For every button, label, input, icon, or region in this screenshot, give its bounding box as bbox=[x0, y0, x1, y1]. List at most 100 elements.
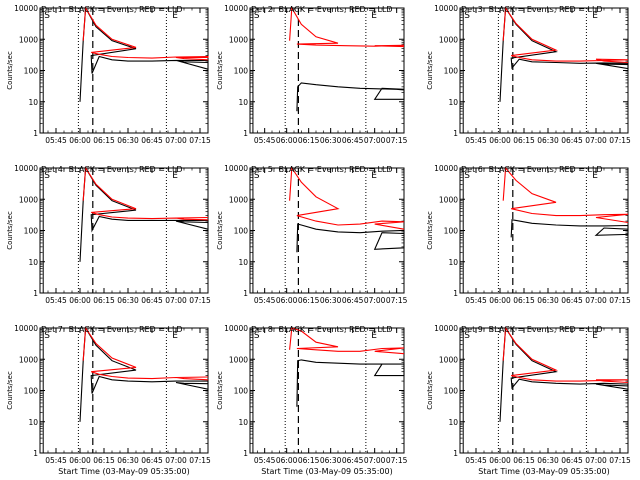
x-tick-label: 06:15 bbox=[513, 456, 535, 465]
y-tick-label: 1 bbox=[243, 449, 248, 458]
y-tick-label: 100 bbox=[234, 387, 249, 396]
x-tick-label: 07:00 bbox=[165, 456, 187, 465]
x-tick-label: 05:45 bbox=[254, 296, 276, 305]
x-tick-label: 06:45 bbox=[342, 296, 364, 305]
panel-6: 1 10 100 1000 10000 05:45 06:00 06:15 06:30 06:45… bbox=[426, 164, 631, 305]
y-tick-label: 10000 bbox=[224, 4, 248, 13]
x-tick-label: 05:45 bbox=[465, 136, 487, 145]
panel-title: Det 8r BLACK = Events, RED = LLD bbox=[251, 325, 393, 334]
y-axis-label: Counts/sec bbox=[216, 211, 224, 250]
x-tick-label: 06:45 bbox=[342, 136, 364, 145]
plot-frame bbox=[249, 7, 405, 134]
panel-2: 1 10 100 1000 10000 05:45 06:00 06:15 06:30 06:45… bbox=[216, 4, 408, 145]
x-tick-label: 06:30 bbox=[320, 456, 342, 465]
y-tick-label: 10000 bbox=[434, 164, 458, 173]
panel-title: Det 7r BLACK = Events, RED = LLD bbox=[41, 325, 183, 334]
y-tick-label: 1000 bbox=[229, 195, 248, 204]
panel-4: 1 10 100 1000 10000 05:45 06:00 06:15 06:30 06:45… bbox=[6, 164, 211, 305]
y-tick-label: 1 bbox=[453, 289, 458, 298]
plot-frame bbox=[39, 327, 209, 454]
lld-series-line bbox=[289, 166, 405, 230]
panel-title: Det 4r BLACK = Events, RED = LLD bbox=[41, 165, 183, 174]
events-series-line bbox=[499, 6, 629, 102]
y-tick-label: 10 bbox=[28, 258, 38, 267]
y-tick-label: 100 bbox=[444, 227, 459, 236]
lld-series-line bbox=[82, 166, 209, 221]
x-tick-label: 07:15 bbox=[609, 136, 631, 145]
x-axis-label: Start Time (03-May-09 05:35:00) bbox=[478, 467, 609, 476]
lld-series-line bbox=[502, 326, 629, 384]
y-tick-label: 10 bbox=[238, 98, 248, 107]
x-tick-label: 06:45 bbox=[141, 456, 163, 465]
x-tick-label: 06:15 bbox=[298, 296, 320, 305]
x-tick-label: 06:30 bbox=[537, 456, 559, 465]
y-axis-label: Counts/sec bbox=[216, 371, 224, 410]
x-tick-label: 06:00 bbox=[69, 136, 91, 145]
y-axis-label: Counts/sec bbox=[6, 211, 14, 250]
panel-9: 1 10 100 1000 10000 05:45 06:00 06:15 06:30 06:45… bbox=[426, 324, 631, 476]
start-marker-label: S bbox=[254, 331, 260, 341]
panel-title: Det 2r BLACK = Events, RED = LLD bbox=[251, 5, 393, 14]
lld-series-line bbox=[289, 327, 405, 355]
y-tick-label: 1000 bbox=[439, 35, 458, 44]
panel-title: Det 1r BLACK = Events, RED = LLD bbox=[41, 5, 183, 14]
events-series-line bbox=[79, 166, 209, 262]
y-tick-label: 1 bbox=[243, 289, 248, 298]
x-tick-label: 05:45 bbox=[465, 296, 487, 305]
plot-frame bbox=[459, 167, 629, 294]
x-axis-label: Start Time (03-May-09 05:35:00) bbox=[58, 467, 189, 476]
panel-5: 1 10 100 1000 10000 05:45 06:00 06:15 06:30 06:45… bbox=[216, 164, 408, 305]
plot-frame bbox=[39, 167, 209, 294]
y-axis-label: Counts/sec bbox=[6, 371, 14, 410]
plot-frame bbox=[39, 7, 209, 134]
y-tick-label: 10 bbox=[448, 258, 458, 267]
y-tick-label: 1 bbox=[453, 129, 458, 138]
x-tick-label: 06:45 bbox=[561, 296, 583, 305]
y-tick-label: 1 bbox=[33, 129, 38, 138]
x-tick-label: 07:00 bbox=[165, 136, 187, 145]
y-tick-label: 1000 bbox=[19, 195, 38, 204]
plot-frame bbox=[459, 327, 629, 454]
x-tick-label: 07:00 bbox=[585, 456, 607, 465]
end-marker-label: E bbox=[592, 171, 598, 181]
x-tick-label: 05:45 bbox=[254, 136, 276, 145]
x-tick-label: 06:30 bbox=[117, 296, 139, 305]
x-tick-label: 06:00 bbox=[489, 136, 511, 145]
x-tick-label: 06:15 bbox=[513, 136, 535, 145]
x-tick-label: 06:15 bbox=[513, 296, 535, 305]
y-tick-label: 10000 bbox=[14, 164, 38, 173]
panel-3: 1 10 100 1000 10000 05:45 06:00 06:15 06:30 06:45… bbox=[426, 4, 631, 145]
events-series-line bbox=[510, 219, 629, 238]
panel-1: 1 10 100 1000 10000 05:45 06:00 06:15 06:30 06:45… bbox=[6, 4, 211, 145]
panel-title: Det 3r BLACK = Events, RED = LLD bbox=[461, 5, 603, 14]
y-tick-label: 10000 bbox=[434, 4, 458, 13]
y-tick-label: 100 bbox=[234, 227, 249, 236]
start-marker-label: S bbox=[464, 331, 470, 341]
y-tick-label: 10000 bbox=[224, 164, 248, 173]
x-tick-label: 07:15 bbox=[189, 456, 211, 465]
x-tick-label: 06:00 bbox=[276, 136, 298, 145]
x-tick-label: 07:15 bbox=[386, 456, 408, 465]
end-marker-label: E bbox=[172, 11, 178, 21]
x-tick-label: 07:15 bbox=[386, 136, 408, 145]
x-tick-label: 06:15 bbox=[93, 456, 115, 465]
y-tick-label: 100 bbox=[444, 387, 459, 396]
y-tick-label: 10000 bbox=[14, 4, 38, 13]
y-tick-label: 1 bbox=[453, 449, 458, 458]
y-tick-label: 10 bbox=[448, 418, 458, 427]
x-tick-label: 06:45 bbox=[561, 456, 583, 465]
events-series-line bbox=[79, 6, 209, 102]
events-series-line bbox=[296, 82, 405, 112]
x-tick-label: 06:00 bbox=[276, 296, 298, 305]
y-tick-label: 1 bbox=[243, 129, 248, 138]
start-marker-label: S bbox=[44, 171, 50, 181]
x-tick-label: 06:00 bbox=[69, 456, 91, 465]
end-marker-label: E bbox=[371, 171, 377, 181]
end-marker-label: E bbox=[172, 171, 178, 181]
x-tick-label: 07:15 bbox=[189, 296, 211, 305]
x-tick-label: 07:00 bbox=[165, 296, 187, 305]
y-tick-label: 1000 bbox=[19, 35, 38, 44]
x-tick-label: 06:30 bbox=[117, 456, 139, 465]
x-tick-label: 07:00 bbox=[364, 296, 386, 305]
plot-frame bbox=[459, 7, 629, 134]
